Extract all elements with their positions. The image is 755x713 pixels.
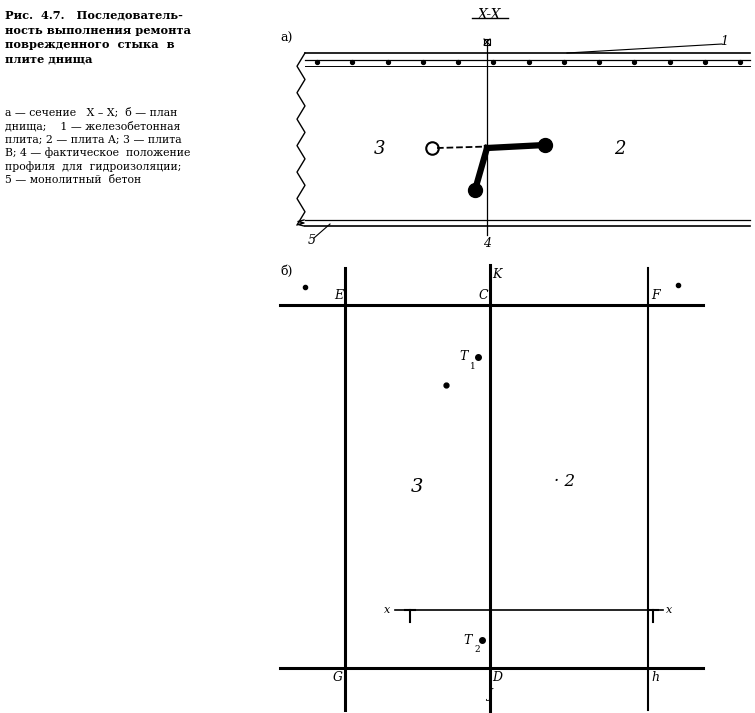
- Text: T: T: [464, 633, 472, 647]
- Text: x: x: [384, 605, 390, 615]
- Text: x: x: [666, 605, 672, 615]
- Text: X-X: X-X: [478, 8, 502, 22]
- Text: 3: 3: [374, 140, 386, 158]
- Text: 2: 2: [474, 645, 479, 654]
- Text: E: E: [334, 289, 343, 302]
- Text: D: D: [492, 671, 502, 684]
- Text: h: h: [651, 671, 659, 684]
- Text: a): a): [280, 32, 292, 45]
- Text: 1: 1: [720, 35, 728, 48]
- Text: 4: 4: [483, 237, 491, 250]
- Text: а — сечение   X – X;  б — план
днища;    1 — железобетонная
плита; 2 — плита A; : а — сечение X – X; б — план днища; 1 — ж…: [5, 108, 190, 185]
- Text: T: T: [460, 351, 468, 364]
- Text: 5: 5: [308, 234, 316, 247]
- Text: 3: 3: [411, 478, 424, 496]
- Text: б): б): [280, 265, 292, 278]
- Text: · 2: · 2: [554, 473, 575, 490]
- Text: 1: 1: [470, 362, 476, 371]
- Text: G: G: [333, 671, 343, 684]
- Text: K: K: [492, 268, 501, 281]
- Text: Рис.  4.7.   Последователь-
ность выполнения ремонта
поврежденного  стыка  в
пли: Рис. 4.7. Последователь- ность выполнени…: [5, 10, 191, 65]
- Text: F: F: [651, 289, 660, 302]
- Text: 2: 2: [615, 140, 626, 158]
- Text: C: C: [479, 289, 488, 302]
- Text: J: J: [488, 688, 492, 701]
